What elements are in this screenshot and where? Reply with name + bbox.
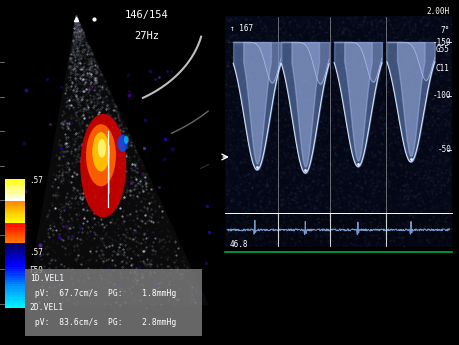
Text: -150: -150 bbox=[433, 38, 451, 47]
Bar bbox=[5, 197, 25, 199]
Text: 46.8: 46.8 bbox=[230, 240, 248, 249]
Bar bbox=[5, 284, 25, 286]
Bar bbox=[5, 269, 25, 271]
Text: F59: F59 bbox=[29, 266, 43, 275]
Bar bbox=[5, 243, 25, 245]
Bar bbox=[5, 240, 25, 243]
Bar bbox=[225, 213, 452, 247]
Bar bbox=[5, 236, 25, 238]
Bar bbox=[5, 204, 25, 206]
Bar bbox=[5, 304, 25, 306]
Bar bbox=[5, 263, 25, 265]
Bar bbox=[5, 199, 25, 201]
Ellipse shape bbox=[118, 134, 128, 152]
Bar bbox=[5, 271, 25, 273]
Bar bbox=[5, 291, 25, 293]
Text: 146/154: 146/154 bbox=[125, 10, 169, 20]
Bar bbox=[5, 278, 25, 280]
Bar bbox=[5, 302, 25, 304]
Bar bbox=[5, 273, 25, 276]
Text: 7°: 7° bbox=[441, 26, 450, 35]
Text: 1D.VEL1: 1D.VEL1 bbox=[30, 274, 64, 283]
Text: .57: .57 bbox=[29, 248, 43, 257]
Text: G55: G55 bbox=[436, 45, 450, 54]
Bar bbox=[5, 210, 25, 212]
Bar bbox=[5, 230, 25, 232]
Bar bbox=[5, 188, 25, 190]
Text: -100: -100 bbox=[433, 91, 451, 100]
Bar bbox=[5, 299, 25, 302]
Bar bbox=[5, 267, 25, 269]
Bar bbox=[5, 254, 25, 256]
Bar bbox=[5, 258, 25, 260]
Bar bbox=[5, 252, 25, 254]
Ellipse shape bbox=[86, 124, 116, 186]
Bar bbox=[5, 219, 25, 221]
Text: pV:  67.7cm/s  PG:    1.8mmHg: pV: 67.7cm/s PG: 1.8mmHg bbox=[30, 288, 176, 297]
Bar bbox=[5, 193, 25, 195]
Bar bbox=[5, 223, 25, 225]
Bar bbox=[5, 295, 25, 297]
Bar bbox=[5, 181, 25, 184]
Bar bbox=[5, 221, 25, 223]
Ellipse shape bbox=[92, 132, 110, 171]
Bar bbox=[5, 243, 25, 245]
Bar bbox=[5, 234, 25, 236]
Ellipse shape bbox=[98, 139, 106, 158]
Bar bbox=[5, 306, 25, 308]
Ellipse shape bbox=[124, 136, 129, 144]
Bar bbox=[5, 190, 25, 193]
Bar bbox=[5, 225, 25, 227]
Bar bbox=[5, 212, 25, 214]
Bar bbox=[5, 232, 25, 234]
Text: 2.00H: 2.00H bbox=[427, 7, 450, 16]
Bar bbox=[5, 249, 25, 252]
Text: C11: C11 bbox=[436, 64, 450, 73]
Bar bbox=[5, 201, 25, 204]
Bar bbox=[5, 184, 25, 186]
Text: 2D.VEL1: 2D.VEL1 bbox=[30, 304, 64, 313]
Bar bbox=[5, 293, 25, 295]
Bar bbox=[5, 282, 25, 284]
Bar bbox=[5, 217, 25, 219]
Bar bbox=[5, 245, 25, 247]
Text: 27Hz: 27Hz bbox=[134, 31, 159, 41]
Bar bbox=[25, 269, 202, 336]
Bar bbox=[225, 16, 452, 247]
Text: .57: .57 bbox=[29, 176, 43, 185]
Bar bbox=[5, 289, 25, 291]
Bar bbox=[5, 247, 25, 249]
Bar bbox=[5, 286, 25, 289]
Bar bbox=[5, 179, 25, 181]
Text: pV:  83.6cm/s  PG:    2.8mmHg: pV: 83.6cm/s PG: 2.8mmHg bbox=[30, 318, 176, 327]
Bar bbox=[5, 214, 25, 217]
Bar bbox=[5, 280, 25, 282]
Polygon shape bbox=[25, 16, 209, 305]
Bar bbox=[5, 238, 25, 240]
Bar bbox=[5, 256, 25, 258]
Ellipse shape bbox=[80, 114, 126, 217]
Bar bbox=[5, 208, 25, 210]
Bar bbox=[5, 195, 25, 197]
Text: -50: -50 bbox=[437, 145, 451, 154]
Bar bbox=[5, 206, 25, 208]
Bar bbox=[5, 260, 25, 263]
Bar bbox=[5, 276, 25, 278]
Text: ↑ 167: ↑ 167 bbox=[230, 24, 252, 33]
Bar bbox=[5, 186, 25, 188]
Bar bbox=[5, 227, 25, 230]
Bar bbox=[5, 297, 25, 299]
Bar bbox=[5, 265, 25, 267]
